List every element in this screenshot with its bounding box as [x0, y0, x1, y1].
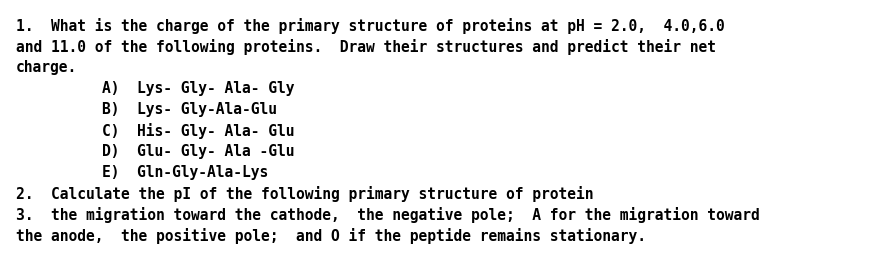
Text: C)  His- Gly- Ala- Glu: C) His- Gly- Ala- Glu — [67, 123, 294, 139]
Text: 2.  Calculate the pI of the following primary structure of protein: 2. Calculate the pI of the following pri… — [16, 186, 594, 202]
Text: E)  Gln-Gly-Ala-Lys: E) Gln-Gly-Ala-Lys — [67, 165, 268, 180]
Text: 3.  the migration toward the cathode,  the negative pole;  A for the migration t: 3. the migration toward the cathode, the… — [16, 207, 760, 223]
Text: charge.: charge. — [16, 60, 78, 75]
Text: B)  Lys- Gly-Ala-Glu: B) Lys- Gly-Ala-Glu — [67, 102, 277, 117]
Text: D)  Glu- Gly- Ala -Glu: D) Glu- Gly- Ala -Glu — [67, 144, 294, 159]
Text: and 11.0 of the following proteins.  Draw their structures and predict their net: and 11.0 of the following proteins. Draw… — [16, 39, 716, 55]
Text: 1.  What is the charge of the primary structure of proteins at pH = 2.0,  4.0,6.: 1. What is the charge of the primary str… — [16, 18, 725, 34]
Text: A)  Lys- Gly- Ala- Gly: A) Lys- Gly- Ala- Gly — [67, 81, 294, 96]
Text: the anode,  the positive pole;  and O if the peptide remains stationary.: the anode, the positive pole; and O if t… — [16, 228, 646, 244]
